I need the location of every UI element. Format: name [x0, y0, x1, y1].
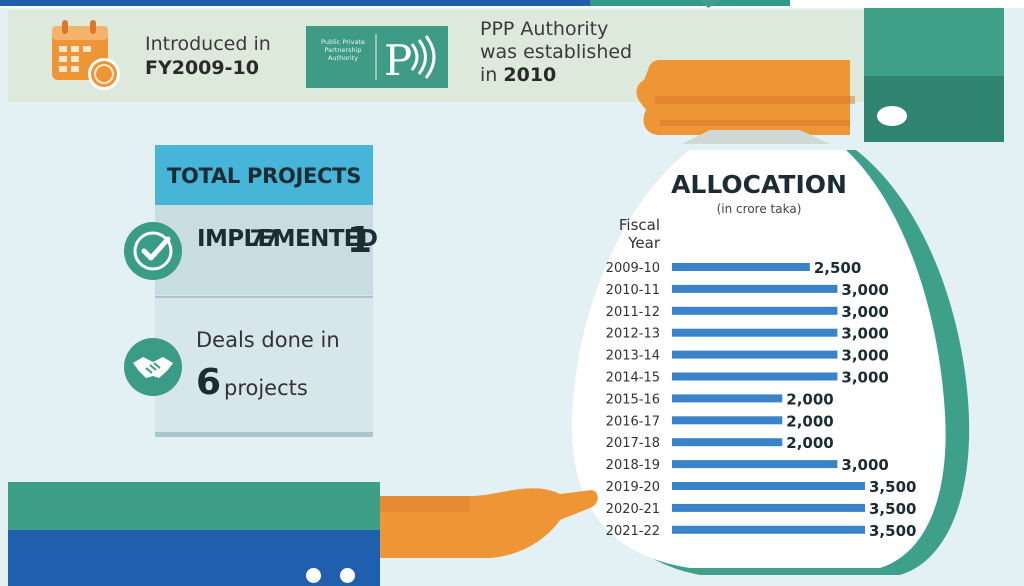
- ppp-logo-text: Public Private Partnership Authority: [321, 38, 365, 62]
- chart-subtitle: (in crore taka): [716, 202, 802, 216]
- bar-value-label: 3,000: [841, 369, 888, 387]
- bar-value-label: 2,000: [786, 412, 833, 430]
- ppp-logo: Public Private Partnership Authority P: [306, 26, 448, 88]
- deals-value: 6: [196, 362, 222, 403]
- category-label: 2016-17: [606, 414, 660, 429]
- bar: [672, 394, 783, 403]
- implemented-value: 1: [347, 220, 373, 261]
- bar: [672, 482, 865, 490]
- category-label: 2021-22: [606, 524, 660, 539]
- stats-bottom-line: [155, 432, 373, 437]
- bar: [672, 460, 838, 469]
- bar: [672, 328, 838, 337]
- bar-value-label: 3,500: [869, 500, 916, 518]
- chart-ylabel: Fiscal Year: [618, 216, 660, 252]
- bar: [672, 503, 865, 512]
- bar-value-label: 3,000: [841, 325, 888, 343]
- implemented-label: IMPLEMENTED: [197, 226, 378, 252]
- ppp-line1: PPP Authority: [480, 18, 609, 40]
- bar-value-label: 2,000: [786, 390, 833, 408]
- bar: [672, 350, 838, 359]
- top-strip-blue: [0, 0, 590, 6]
- stats-divider: [155, 296, 373, 298]
- bar-value-label: 3,000: [841, 347, 888, 365]
- bar-value-label: 3,500: [869, 478, 916, 496]
- introduced-line2: FY2009-10: [145, 57, 259, 79]
- bar-value-label: 3,000: [841, 303, 888, 321]
- category-label: 2014-15: [606, 371, 660, 386]
- bar: [672, 263, 810, 271]
- total-projects-header: TOTAL PROJECTS 77: [155, 145, 373, 250]
- category-label: 2013-14: [606, 349, 660, 364]
- ppp-logo-mark: P: [375, 34, 436, 85]
- category-label: 2015-16: [606, 392, 660, 407]
- bar-value-label: 2,500: [814, 259, 861, 277]
- bottom-dot-1: [306, 568, 321, 583]
- sleeve-right: [864, 8, 1004, 78]
- category-label: 2020-21: [606, 502, 660, 517]
- introduced-text: Introduced in FY2009-10: [145, 32, 271, 80]
- bar: [672, 284, 838, 293]
- deals-row: [155, 298, 373, 436]
- total-projects-label: TOTAL PROJECTS 77: [166, 164, 362, 250]
- ppp-line2: was established: [480, 41, 633, 63]
- category-label: 2009-10: [606, 261, 660, 276]
- bottom-dot-2: [340, 568, 355, 583]
- bar-value-label: 3,500: [869, 522, 916, 540]
- category-label: 2018-19: [606, 458, 660, 473]
- checkmark-icon: [124, 222, 182, 280]
- chart-title: ALLOCATION: [671, 170, 847, 199]
- cuff-button: [877, 106, 907, 126]
- category-label: 2012-13: [606, 327, 660, 342]
- top-strip-green: [590, 0, 790, 6]
- ppp-line3: in 2010: [480, 64, 557, 86]
- deals-suffix: projects: [224, 376, 308, 400]
- bar: [672, 416, 783, 425]
- category-label: 2010-11: [606, 283, 660, 298]
- bar-value-label: 3,000: [841, 456, 888, 474]
- category-label: 2019-20: [606, 480, 660, 495]
- ppp-logo-letter: P: [384, 36, 412, 85]
- bottom-green-band: [8, 482, 380, 532]
- implemented-row: [155, 205, 373, 295]
- deals-label: Deals done in: [196, 328, 340, 352]
- category-label: 2017-18: [606, 436, 660, 451]
- handshake-icon: [124, 338, 182, 396]
- bar: [672, 438, 783, 447]
- bar: [672, 372, 838, 381]
- bar-value-label: 2,000: [786, 434, 833, 452]
- ppp-authority-text: PPP Authority was established in 2010: [480, 18, 632, 87]
- category-label: 2011-12: [606, 305, 660, 320]
- bar-value-label: 3,000: [841, 281, 888, 299]
- introduced-line1: Introduced in: [145, 33, 271, 55]
- calendar-money-icon: [52, 20, 120, 90]
- bar: [672, 306, 838, 315]
- bar: [672, 525, 865, 534]
